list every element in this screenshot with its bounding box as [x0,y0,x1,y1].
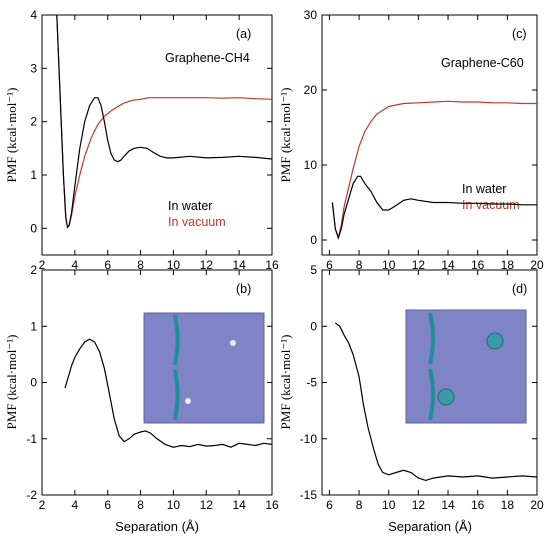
panel-d-xtick-label: 10 [382,498,396,512]
panel-a-legend-vacuum: In vacuum [168,215,226,229]
panel-b-snapshot-inset [143,312,265,424]
panel-c-ytick-label: 20 [304,83,318,97]
panel-d-xtick-label: 8 [356,498,363,512]
panel-b-xtick-label: 8 [137,498,144,512]
panel-d-ytick-label: -10 [300,432,318,446]
panel-d-ylabel: PMF (kcal·mol⁻¹) [278,335,293,430]
panel-a-xtick-label: 8 [137,258,144,272]
panel-b-label: (b) [236,282,251,296]
panel-a-series-in-water [56,14,273,229]
panel-d-xtick-label: 18 [501,498,515,512]
panel-d-xtick-label: 16 [471,498,485,512]
panel-d-xtick-label: 20 [530,498,544,512]
panel-b-ylabel: PMF (kcal·mol⁻¹) [4,335,19,430]
panel-b-ytick-label: 0 [30,376,37,390]
panel-b-ytick-label: -1 [26,432,37,446]
panel-a-ytick-label: 4 [30,8,37,22]
panel-c-ytick-label: 30 [304,8,318,22]
panel-d-ytick-label: -5 [306,376,317,390]
panel-d-ytick-label: 0 [310,319,317,333]
panel-c-frame [321,14,538,256]
panel-b-ytick-label: 1 [30,319,37,333]
panel-c-ytick-label: 0 [310,233,317,247]
panel-a-series-in-vacuum [56,14,273,229]
panel-c-xtick-label: 18 [501,258,515,272]
panel-b-xtick-label: 2 [39,498,46,512]
panel-a-ytick-label: 3 [30,61,37,75]
panel-b-xtick-label: 12 [200,498,214,512]
panel-d-series-pmf [334,322,538,482]
panel-a-xtick-label: 12 [200,258,214,272]
panel-a-ytick-label: 1 [30,168,37,182]
panel-a-xtick-label: 4 [72,258,79,272]
panel-c-xtick-label: 12 [412,258,426,272]
panel-c-xtick-label: 10 [382,258,396,272]
panel-d-ytick-label: 5 [310,263,317,277]
panel-d-ytick-label: -15 [300,488,318,502]
panel-a-ylabel: PMF (kcal·mol⁻¹) [4,88,19,183]
panel-d-xtick-label: 14 [441,498,455,512]
panel-c-ytick-label: 10 [304,158,318,172]
panel-c-title: Graphene-C60 [441,56,524,70]
panel-a-frame [41,14,273,256]
panel-c-ylabel: PMF (kcal·mol⁻¹) [278,88,293,183]
panel-b-xtick-label: 10 [167,498,181,512]
panel-c-xtick-label: 6 [326,258,333,272]
panel-b-xtick-label: 14 [232,498,246,512]
panel-a-label: (a) [236,27,251,41]
panel-b-xtick-label: 6 [104,498,111,512]
panel-c-xtick-label: 20 [530,258,544,272]
panel-a-xtick-label: 10 [167,258,181,272]
panel-a-ytick-label: 0 [30,221,37,235]
panel-c-legend-water: In water [462,182,506,196]
panel-a-xtick-label: 16 [265,258,279,272]
panel-c-legend-vacuum: In vacuum [462,198,520,212]
panel-d-xlabel: Separation (Å) [388,519,472,534]
panel-a-xtick-label: 2 [39,258,46,272]
panel-d-snapshot-inset [405,309,527,424]
panel-c-xtick-label: 16 [471,258,485,272]
panel-b-xlabel: Separation (Å) [115,519,199,534]
panel-b-ytick-label: 2 [30,263,37,277]
panel-b-xtick-label: 16 [265,498,279,512]
panel-c-xtick-label: 14 [441,258,455,272]
panel-a-ytick-label: 2 [30,115,37,129]
panel-a-xtick-label: 6 [104,258,111,272]
panel-a-title: Graphene-CH4 [165,51,250,65]
panel-c-label: (c) [512,27,527,41]
panel-a-xtick-label: 14 [232,258,246,272]
panel-c-series-in-water [331,175,537,240]
panel-d-xtick-label: 12 [412,498,426,512]
panel-d-label: (d) [512,282,527,296]
panel-c-xtick-label: 8 [356,258,363,272]
panel-b-series-pmf [64,338,273,448]
panel-d-xtick-label: 6 [326,498,333,512]
panel-b-ytick-label: -2 [26,488,37,502]
panel-b-xtick-label: 4 [72,498,79,512]
panel-a-legend-water: In water [168,199,212,213]
panel-c-series-in-vacuum [331,100,537,240]
